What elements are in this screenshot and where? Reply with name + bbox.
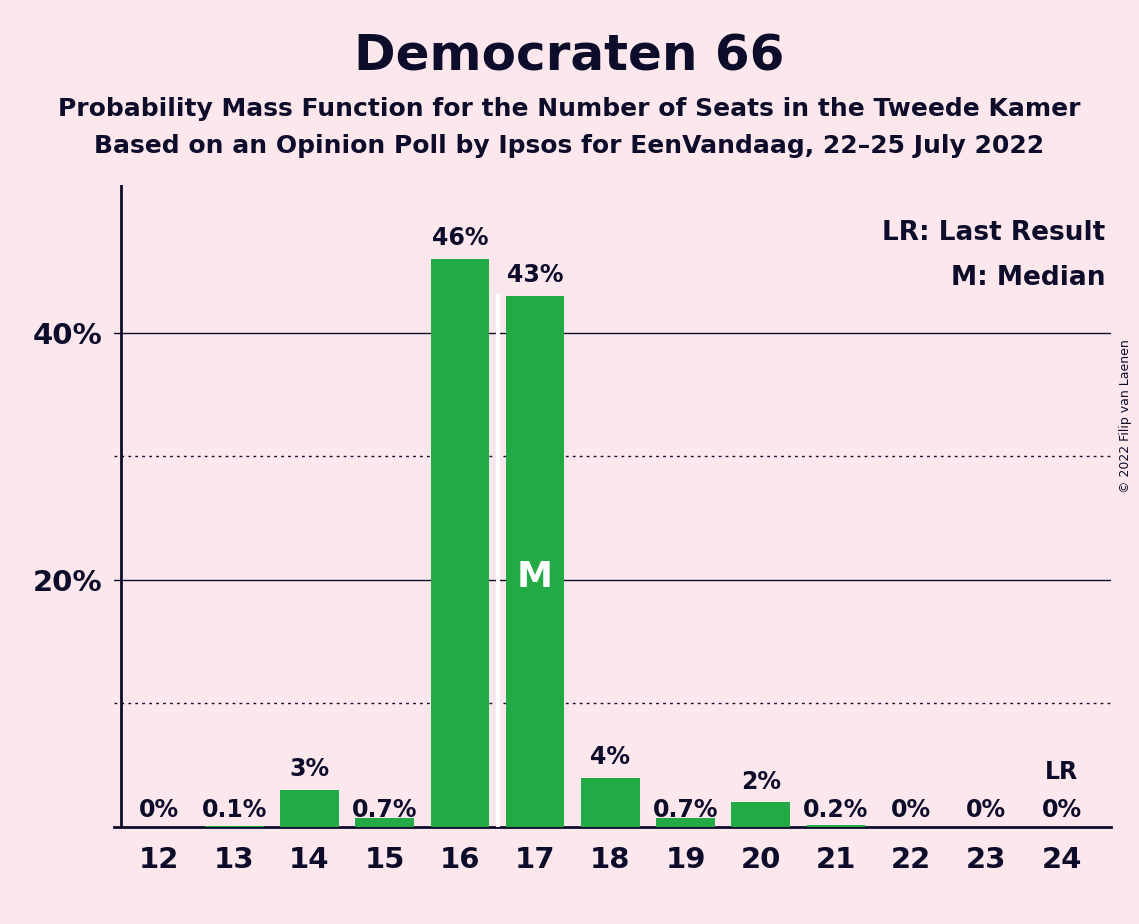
Text: LR: Last Result: LR: Last Result	[883, 220, 1106, 246]
Text: © 2022 Filip van Laenen: © 2022 Filip van Laenen	[1118, 339, 1132, 492]
Text: 2%: 2%	[740, 770, 780, 794]
Bar	[806, 824, 866, 827]
Text: 46%: 46%	[432, 226, 489, 250]
Bar	[431, 259, 490, 827]
Text: M: M	[517, 560, 554, 594]
Text: 0.7%: 0.7%	[653, 798, 719, 822]
Text: 0%: 0%	[1041, 798, 1082, 822]
Bar	[506, 296, 565, 827]
Text: M: Median: M: Median	[951, 265, 1106, 291]
Text: Probability Mass Function for the Number of Seats in the Tweede Kamer: Probability Mass Function for the Number…	[58, 97, 1081, 121]
Text: Democraten 66: Democraten 66	[354, 32, 785, 80]
Text: 0%: 0%	[891, 798, 932, 822]
Text: 0%: 0%	[139, 798, 179, 822]
Bar	[731, 802, 790, 827]
Text: LR: LR	[1046, 760, 1079, 784]
Text: 0.2%: 0.2%	[803, 798, 869, 822]
Bar	[656, 819, 715, 827]
Text: 0.7%: 0.7%	[352, 798, 417, 822]
Bar	[280, 790, 338, 827]
Text: 3%: 3%	[289, 758, 329, 782]
Bar	[355, 819, 413, 827]
Text: 4%: 4%	[590, 745, 630, 769]
Text: Based on an Opinion Poll by Ipsos for EenVandaag, 22–25 July 2022: Based on an Opinion Poll by Ipsos for Ee…	[95, 134, 1044, 158]
Bar	[581, 778, 640, 827]
Text: 0.1%: 0.1%	[202, 798, 267, 822]
Text: 0%: 0%	[966, 798, 1007, 822]
Text: 43%: 43%	[507, 263, 564, 287]
Bar	[205, 826, 263, 827]
